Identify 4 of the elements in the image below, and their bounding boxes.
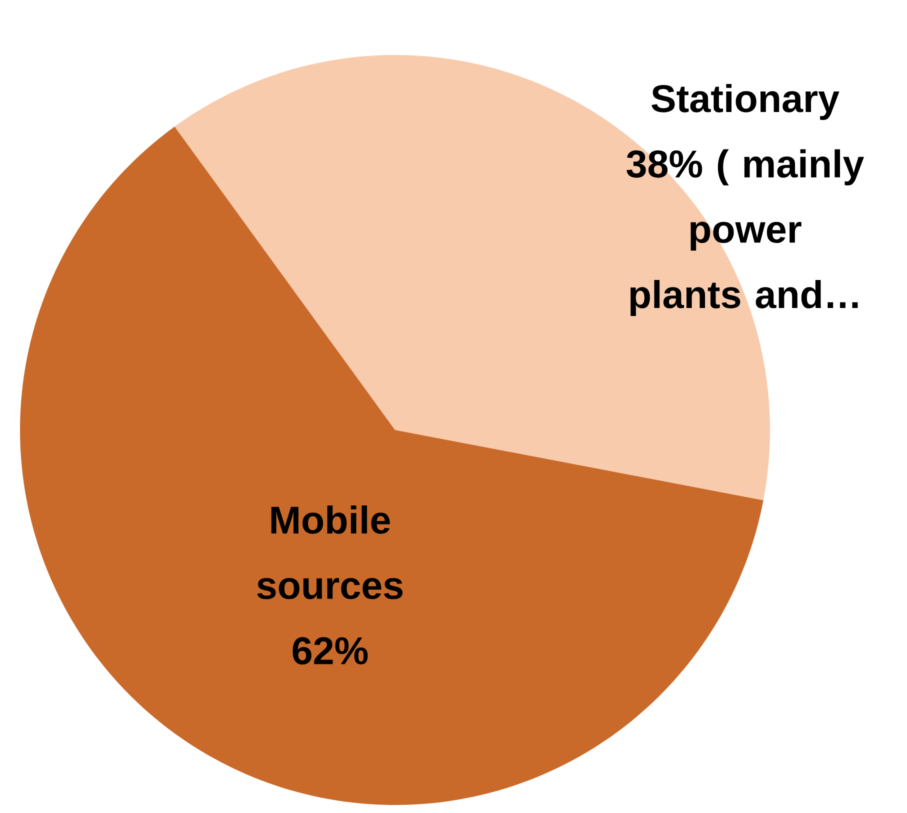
slice-label: Mobile sources: [257, 505, 403, 600]
data-label: 62%: [292, 637, 368, 665]
slice-label: Stationary: [652, 84, 840, 120]
data-label: 38% ( mainly power plants and…: [626, 149, 864, 316]
